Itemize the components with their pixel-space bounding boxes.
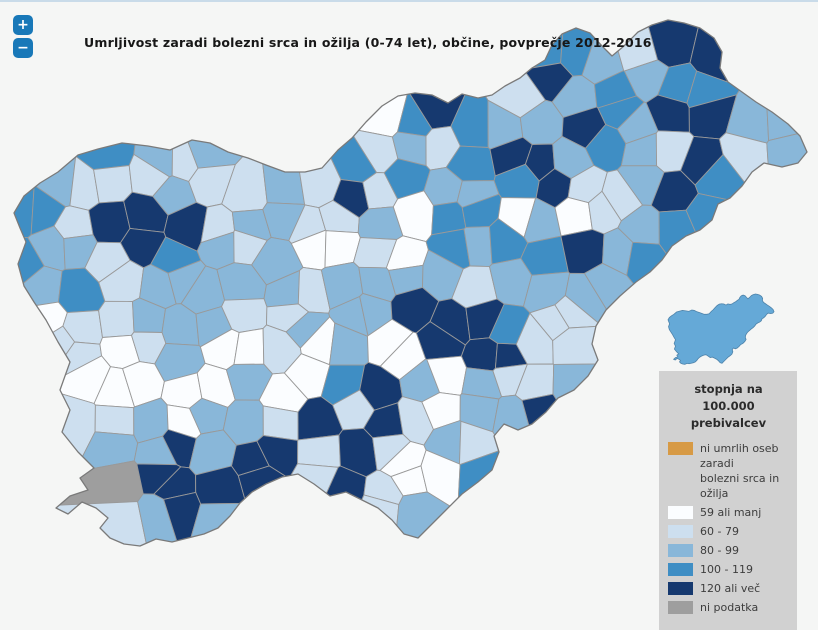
municipality-region[interactable]: [393, 491, 483, 560]
country-outline: [13, 19, 808, 547]
legend-item: 120 ali več: [668, 581, 789, 596]
municipality-region[interactable]: [460, 337, 498, 372]
municipality-region[interactable]: [94, 404, 135, 436]
legend-item-label: 100 - 119: [700, 563, 753, 576]
municipality-region[interactable]: [262, 405, 299, 441]
municipality-region[interactable]: [10, 501, 151, 560]
legend-item: ni umrlih oseb zaradi bolezni srca in ož…: [668, 441, 789, 501]
zoom-out-button[interactable]: −: [13, 38, 33, 58]
legend-item-label: 59 ali manj: [700, 506, 762, 519]
municipality-region[interactable]: [766, 129, 812, 263]
municipality-region[interactable]: [552, 325, 675, 365]
inset-country-shape: [667, 293, 775, 365]
legend-item: ni podatka: [668, 600, 789, 615]
municipality-region[interactable]: [233, 328, 265, 365]
top-border-strip: [0, 0, 818, 2]
slovenia-choropleth-map[interactable]: [0, 0, 818, 578]
municipality-region[interactable]: [184, 502, 296, 560]
legend-swatch: [668, 525, 693, 538]
legend-item: 59 ali manj: [668, 505, 789, 520]
legend-swatch: [668, 582, 693, 595]
municipality-region[interactable]: [98, 300, 135, 338]
legend-item-label: ni umrlih oseb zaradi bolezni srca in ož…: [700, 442, 780, 500]
map-title: Umrljivost zaradi bolezni srca in ožilja…: [84, 35, 652, 50]
municipality-region[interactable]: [10, 48, 77, 208]
legend-item-label: 80 - 99: [700, 544, 739, 557]
legend-swatch: [668, 601, 693, 614]
legend-item: 60 - 79: [668, 524, 789, 539]
legend-item: 80 - 99: [668, 543, 789, 558]
municipality-region[interactable]: [297, 434, 341, 468]
legend-swatch: [668, 506, 693, 519]
municipality-region[interactable]: [88, 200, 131, 244]
overview-inset-map: [667, 293, 775, 365]
legend-item-label: 60 - 79: [700, 525, 739, 538]
municipality-region[interactable]: [237, 14, 409, 138]
municipality-region[interactable]: [521, 393, 659, 560]
legend-items: ni umrlih oseb zaradi bolezni srca in ož…: [668, 441, 789, 615]
municipality-region[interactable]: [286, 463, 339, 560]
legend-swatch: [668, 544, 693, 557]
legend-swatch: [668, 563, 693, 576]
municipality-region[interactable]: [335, 494, 400, 560]
legend-item-label: 120 ali več: [700, 582, 761, 595]
zoom-in-button[interactable]: +: [13, 15, 33, 35]
legend-swatch: [668, 442, 693, 455]
legend-item-label: ni podatka: [700, 601, 759, 614]
legend-panel: stopnja na 100.000 prebivalcev ni umrlih…: [659, 371, 797, 630]
municipality-region[interactable]: [457, 448, 651, 560]
municipality-region[interactable]: [27, 460, 144, 508]
municipality-region[interactable]: [554, 196, 593, 237]
municipality-region[interactable]: [93, 165, 133, 204]
legend-item: 100 - 119: [668, 562, 789, 577]
municipality-region[interactable]: [259, 82, 306, 205]
municipality-region[interactable]: [10, 152, 35, 239]
legend-title: stopnja na 100.000 prebivalcev: [690, 382, 767, 430]
